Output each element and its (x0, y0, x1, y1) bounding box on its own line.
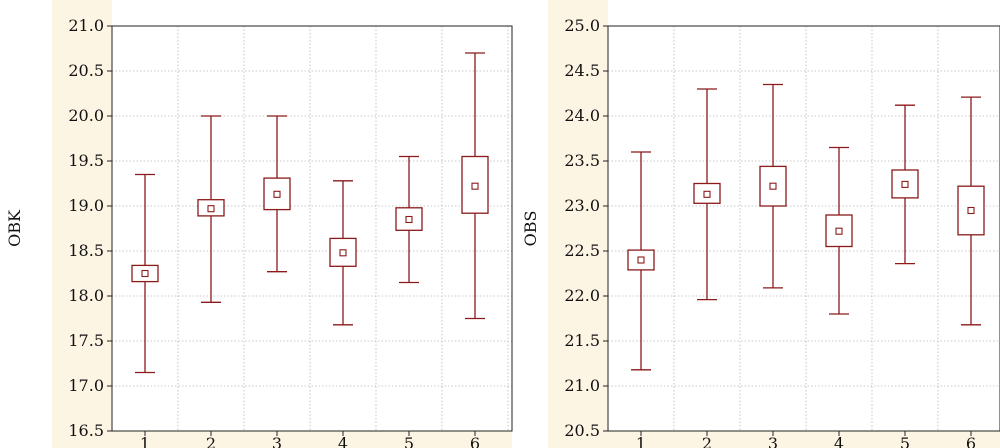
x-tick-label: 5 (900, 434, 910, 448)
y-tick-label: 24.0 (564, 106, 600, 125)
box-obk-1 (131, 173, 159, 374)
y-tick-label: 21.5 (564, 331, 600, 350)
y-tick-label: 21.0 (564, 376, 600, 395)
mean-marker (703, 190, 711, 198)
y-tick-label: 18.0 (68, 286, 104, 305)
mean-marker (141, 269, 149, 278)
box-obk-3 (263, 115, 291, 273)
x-tick-label: 1 (636, 434, 646, 448)
x-tick-label: 5 (404, 434, 414, 448)
y-tick-label: 20.0 (68, 106, 104, 125)
box-obs-2 (693, 88, 721, 301)
mean-marker (471, 182, 479, 190)
x-tick-label: 2 (702, 434, 712, 448)
y-tick-label: 23.5 (564, 151, 600, 170)
y-tick-label: 21.0 (68, 16, 104, 35)
y-tick-label: 24.5 (564, 61, 600, 80)
box-rect (461, 155, 489, 214)
x-tick-band-obs (608, 431, 1000, 448)
y-tick-label: 23.0 (564, 196, 600, 215)
y-tick-label: 19.5 (68, 151, 104, 170)
y-axis-label-obs: OBS (521, 211, 540, 247)
x-tick-label: 6 (470, 434, 480, 448)
mean-marker (967, 206, 975, 215)
mean-marker (769, 182, 777, 190)
x-tick-label: 6 (966, 434, 976, 448)
x-tick-label: 4 (338, 434, 348, 448)
mean-marker (405, 215, 413, 224)
x-tick-band-obk (112, 431, 512, 448)
y-tick-label: 25.0 (564, 16, 600, 35)
x-tick-label: 4 (834, 434, 844, 448)
mean-marker (273, 190, 281, 198)
y-tick-label: 22.5 (564, 241, 600, 260)
box-obs-4 (825, 146, 853, 315)
x-tick-label: 1 (140, 434, 150, 448)
box-obk-5 (395, 155, 423, 284)
x-tick-label: 3 (768, 434, 778, 448)
mean-marker (835, 227, 843, 235)
box-obk-6 (461, 52, 489, 320)
plot-frame-obs (607, 25, 1000, 432)
box-obs-3 (759, 83, 787, 289)
y-tick-label: 18.5 (68, 241, 104, 260)
y-tick-label: 17.0 (68, 376, 104, 395)
x-tick-label: 2 (206, 434, 216, 448)
y-tick-label: 20.5 (68, 61, 104, 80)
y-axis-label-obk: OBK (5, 209, 24, 247)
y-tick-band-obs (548, 0, 608, 448)
mean-marker (637, 256, 645, 264)
y-tick-label: 22.0 (564, 286, 600, 305)
chart-panel-obk: 16.5 17.0 17.5 18.0 18.5 19.0 19.5 20.0 20.5 21.0… (5, 0, 513, 448)
y-tick-label: 16.5 (68, 421, 104, 440)
box-obs-6 (957, 96, 985, 326)
box-obk-4 (329, 180, 357, 326)
y-tick-band-obk (52, 0, 112, 448)
box-obk-2 (197, 115, 225, 303)
plot-frame-obk (111, 25, 513, 432)
box-obs-5 (891, 104, 919, 265)
y-tick-label: 20.5 (564, 421, 600, 440)
mean-marker (207, 205, 215, 213)
chart-panel-obs: 20.5 21.0 21.5 22.0 22.5 23.0 23.5 24.0 24.5 25.0… (521, 0, 1000, 448)
mean-marker (339, 249, 347, 257)
box-obs-1 (627, 151, 655, 371)
mean-marker (901, 180, 909, 188)
y-tick-label: 19.0 (68, 196, 104, 215)
x-tick-label: 3 (272, 434, 282, 448)
y-tick-label: 17.5 (68, 331, 104, 350)
